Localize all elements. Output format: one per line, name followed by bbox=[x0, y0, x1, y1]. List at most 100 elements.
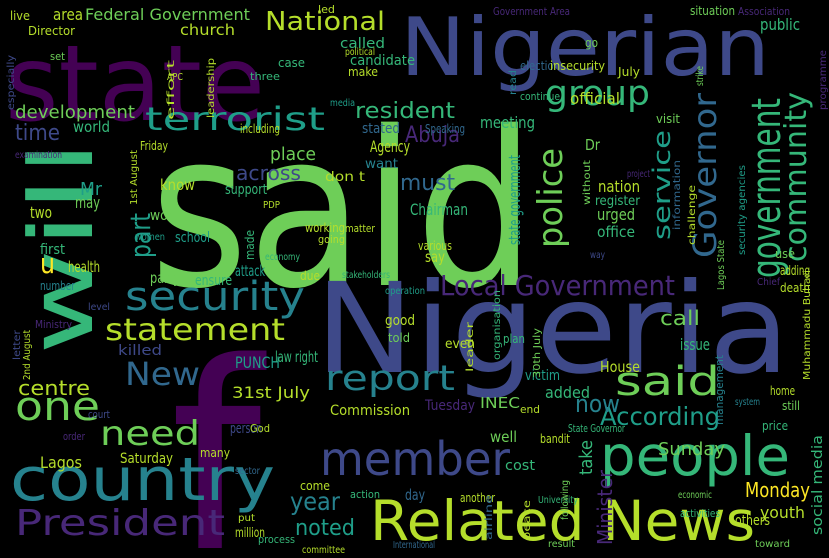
word: plan bbox=[503, 332, 525, 346]
word: told bbox=[388, 331, 410, 345]
word: police bbox=[531, 148, 571, 248]
word: first bbox=[40, 242, 65, 258]
word: register bbox=[595, 194, 641, 209]
word: area bbox=[53, 5, 83, 24]
word: made bbox=[243, 230, 257, 260]
word: come bbox=[300, 479, 330, 493]
word: 1st August bbox=[129, 150, 140, 205]
word: don t bbox=[325, 170, 365, 185]
word: state bbox=[5, 23, 265, 145]
word: stated bbox=[362, 121, 400, 137]
word: now bbox=[575, 390, 620, 418]
word: going bbox=[318, 233, 345, 246]
word: end bbox=[520, 403, 540, 416]
word: National bbox=[265, 7, 385, 37]
word: meeting bbox=[480, 113, 535, 132]
word: economy bbox=[265, 252, 300, 263]
word: use bbox=[775, 247, 795, 261]
word: Lagos State bbox=[716, 240, 727, 290]
word: f bbox=[170, 308, 268, 558]
word: process bbox=[258, 533, 295, 546]
word: number bbox=[40, 279, 75, 293]
word: even bbox=[445, 337, 475, 352]
word: u bbox=[40, 247, 55, 280]
word: want bbox=[365, 157, 398, 172]
word: State Governor bbox=[568, 422, 625, 435]
word: group bbox=[545, 74, 650, 114]
word: country bbox=[10, 445, 275, 515]
word: Tuesday bbox=[424, 398, 475, 414]
word: Abuja bbox=[405, 123, 460, 148]
word: Ministry bbox=[35, 318, 72, 331]
word: case bbox=[278, 56, 305, 70]
word: According bbox=[600, 402, 720, 431]
word: day bbox=[405, 486, 425, 504]
word: party bbox=[150, 269, 180, 287]
word: law right bbox=[275, 348, 318, 366]
word: one bbox=[15, 384, 100, 430]
word: read bbox=[508, 70, 519, 95]
word: airline bbox=[484, 495, 495, 540]
word: New bbox=[125, 355, 200, 393]
word: Sunday bbox=[658, 439, 725, 460]
word: candidate bbox=[350, 53, 415, 69]
word: call bbox=[660, 306, 700, 330]
word: terrorist bbox=[145, 100, 325, 138]
word: nation bbox=[598, 177, 640, 196]
word: security agencies bbox=[737, 165, 748, 255]
word: 2nd August bbox=[22, 330, 33, 380]
word: said bbox=[615, 359, 720, 405]
word: challenge bbox=[687, 185, 698, 245]
word: God bbox=[250, 422, 270, 435]
word: Dr bbox=[585, 136, 601, 154]
word: security bbox=[125, 274, 305, 320]
word: take bbox=[576, 440, 597, 475]
word: health bbox=[68, 258, 100, 276]
word: order bbox=[63, 430, 85, 443]
word: Chairman bbox=[410, 200, 468, 219]
word: Monday bbox=[745, 478, 810, 502]
word: development bbox=[15, 102, 135, 123]
word: including bbox=[240, 122, 280, 136]
word: following bbox=[560, 480, 571, 520]
word: July bbox=[617, 65, 640, 79]
word: statement bbox=[105, 313, 285, 348]
word: information bbox=[672, 160, 683, 230]
word: way bbox=[590, 250, 605, 261]
word: official bbox=[570, 89, 620, 108]
word: make bbox=[348, 65, 378, 79]
word: Lagos bbox=[40, 453, 82, 472]
word: many bbox=[200, 446, 230, 460]
word: world bbox=[73, 118, 110, 136]
word: cost bbox=[505, 458, 536, 474]
word: due bbox=[300, 269, 320, 283]
word: media bbox=[330, 98, 355, 109]
word: election bbox=[520, 59, 560, 73]
word: part bbox=[124, 213, 157, 258]
word: must bbox=[400, 171, 455, 196]
word: Mr bbox=[80, 179, 103, 200]
word: without bbox=[582, 160, 593, 205]
word: social media bbox=[810, 435, 826, 535]
word: price bbox=[762, 419, 788, 433]
word: Agency bbox=[370, 137, 410, 156]
word: Governor bbox=[686, 92, 724, 258]
word: death bbox=[780, 281, 810, 295]
word: project bbox=[627, 169, 650, 180]
word: bandit bbox=[540, 432, 570, 446]
word: youth bbox=[760, 503, 805, 522]
word: 31st July bbox=[232, 383, 310, 402]
word: Commission bbox=[330, 403, 410, 419]
word: victim bbox=[525, 368, 560, 384]
word: attack bbox=[235, 262, 265, 280]
word: people bbox=[600, 424, 790, 488]
word: person bbox=[230, 421, 262, 437]
word: know bbox=[160, 176, 195, 194]
word: live bbox=[10, 9, 30, 23]
word: management bbox=[713, 354, 726, 425]
word: Local Government bbox=[440, 269, 675, 302]
word: economic bbox=[678, 490, 712, 501]
word: good bbox=[385, 313, 415, 329]
word: put bbox=[238, 513, 255, 524]
